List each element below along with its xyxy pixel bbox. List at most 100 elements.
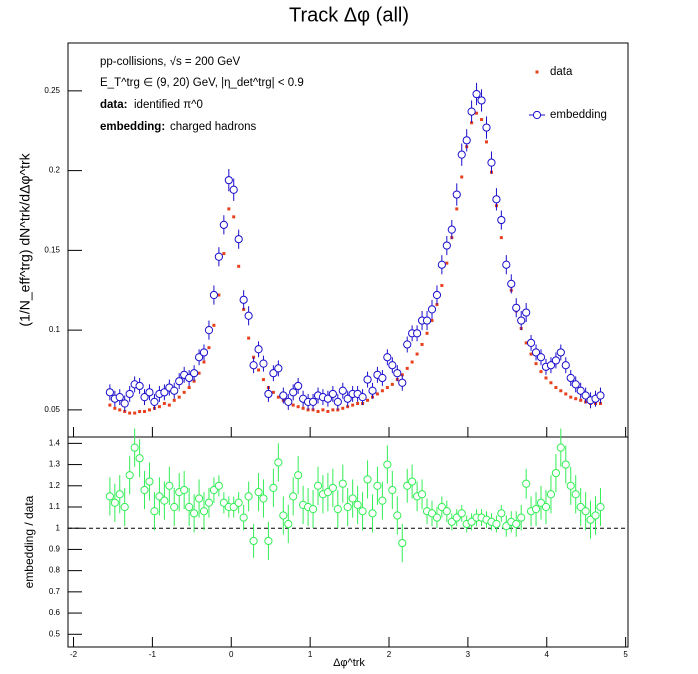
- marker: [427, 305, 437, 314]
- marker: [254, 345, 263, 354]
- marker: [308, 505, 318, 514]
- marker: [492, 519, 501, 529]
- y-tick-label: 0.5: [49, 629, 61, 638]
- marker: [487, 158, 496, 167]
- marker: [348, 494, 357, 503]
- marker: [331, 408, 335, 412]
- marker: [398, 378, 407, 387]
- y-tick-label: 1.2: [49, 481, 61, 490]
- y-axis-label: embedding / data: [22, 495, 36, 588]
- marker: [477, 96, 486, 105]
- marker: [328, 483, 337, 493]
- marker: [261, 378, 265, 382]
- marker: [485, 140, 489, 144]
- marker: [497, 509, 506, 518]
- marker: [301, 406, 305, 410]
- marker: [177, 395, 181, 399]
- marker: [135, 381, 144, 391]
- marker: [180, 485, 189, 495]
- marker: [380, 389, 384, 393]
- marker: [105, 492, 114, 501]
- x-tick-label: 4: [545, 650, 550, 659]
- marker: [105, 388, 114, 397]
- marker: [338, 386, 347, 395]
- x-tick-label: -1: [149, 650, 157, 659]
- marker: [445, 261, 449, 265]
- marker: [234, 498, 243, 507]
- marker: [546, 361, 556, 370]
- marker: [108, 403, 112, 407]
- marker: [546, 490, 556, 499]
- chart-title: Track Δφ (all): [289, 4, 409, 26]
- marker: [160, 388, 169, 397]
- marker: [385, 386, 389, 390]
- marker: [170, 502, 179, 512]
- marker: [182, 390, 186, 394]
- y-tick-label: 0.7: [49, 587, 61, 596]
- annotation: identified π^0: [134, 99, 203, 111]
- marker: [596, 502, 605, 512]
- marker: [368, 509, 377, 518]
- marker: [412, 329, 422, 338]
- marker: [559, 389, 563, 393]
- marker: [308, 397, 318, 407]
- marker: [135, 454, 144, 463]
- marker: [440, 283, 444, 287]
- y-tick-label: 1: [56, 523, 61, 532]
- marker: [462, 136, 471, 145]
- marker: [482, 123, 491, 132]
- marker: [551, 468, 561, 478]
- marker: [378, 496, 387, 505]
- marker: [457, 509, 466, 518]
- marker: [113, 406, 117, 410]
- marker: [145, 388, 154, 397]
- marker: [204, 498, 214, 507]
- marker: [420, 342, 424, 346]
- x-tick-label: 5: [623, 650, 628, 659]
- marker: [244, 492, 253, 501]
- marker: [175, 377, 184, 386]
- y-tick-label: 0.05: [44, 405, 60, 414]
- marker: [279, 391, 288, 400]
- marker: [363, 375, 372, 384]
- marker: [229, 185, 238, 194]
- marker: [452, 190, 461, 199]
- marker: [115, 490, 124, 499]
- marker: [383, 353, 392, 362]
- marker: [422, 316, 432, 325]
- marker: [425, 331, 429, 335]
- marker: [529, 352, 533, 356]
- marker: [294, 381, 303, 391]
- marker: [472, 89, 481, 99]
- marker: [522, 308, 531, 317]
- marker: [130, 443, 139, 452]
- marker: [358, 507, 367, 516]
- marker: [564, 392, 568, 396]
- marker: [150, 397, 159, 407]
- marker: [296, 405, 300, 409]
- marker: [239, 295, 248, 304]
- marker: [531, 505, 541, 514]
- marker: [145, 477, 154, 486]
- y-tick-label: 0.15: [44, 245, 60, 254]
- marker: [197, 371, 201, 375]
- marker: [534, 362, 538, 366]
- marker: [194, 353, 204, 362]
- marker: [383, 460, 392, 469]
- marker: [204, 326, 214, 335]
- y-axis-label: (1/N_eff^trg) dN^trk/dΔφ^trk: [17, 152, 33, 326]
- marker: [269, 483, 278, 493]
- marker: [239, 513, 248, 522]
- marker: [388, 485, 397, 495]
- marker: [415, 352, 419, 356]
- marker: [417, 490, 427, 499]
- y-tick-label: 0.25: [44, 86, 60, 95]
- marker: [284, 519, 293, 529]
- marker: [247, 336, 251, 340]
- marker: [289, 388, 298, 397]
- marker: [403, 340, 412, 349]
- marker: [326, 409, 330, 413]
- marker: [343, 394, 352, 403]
